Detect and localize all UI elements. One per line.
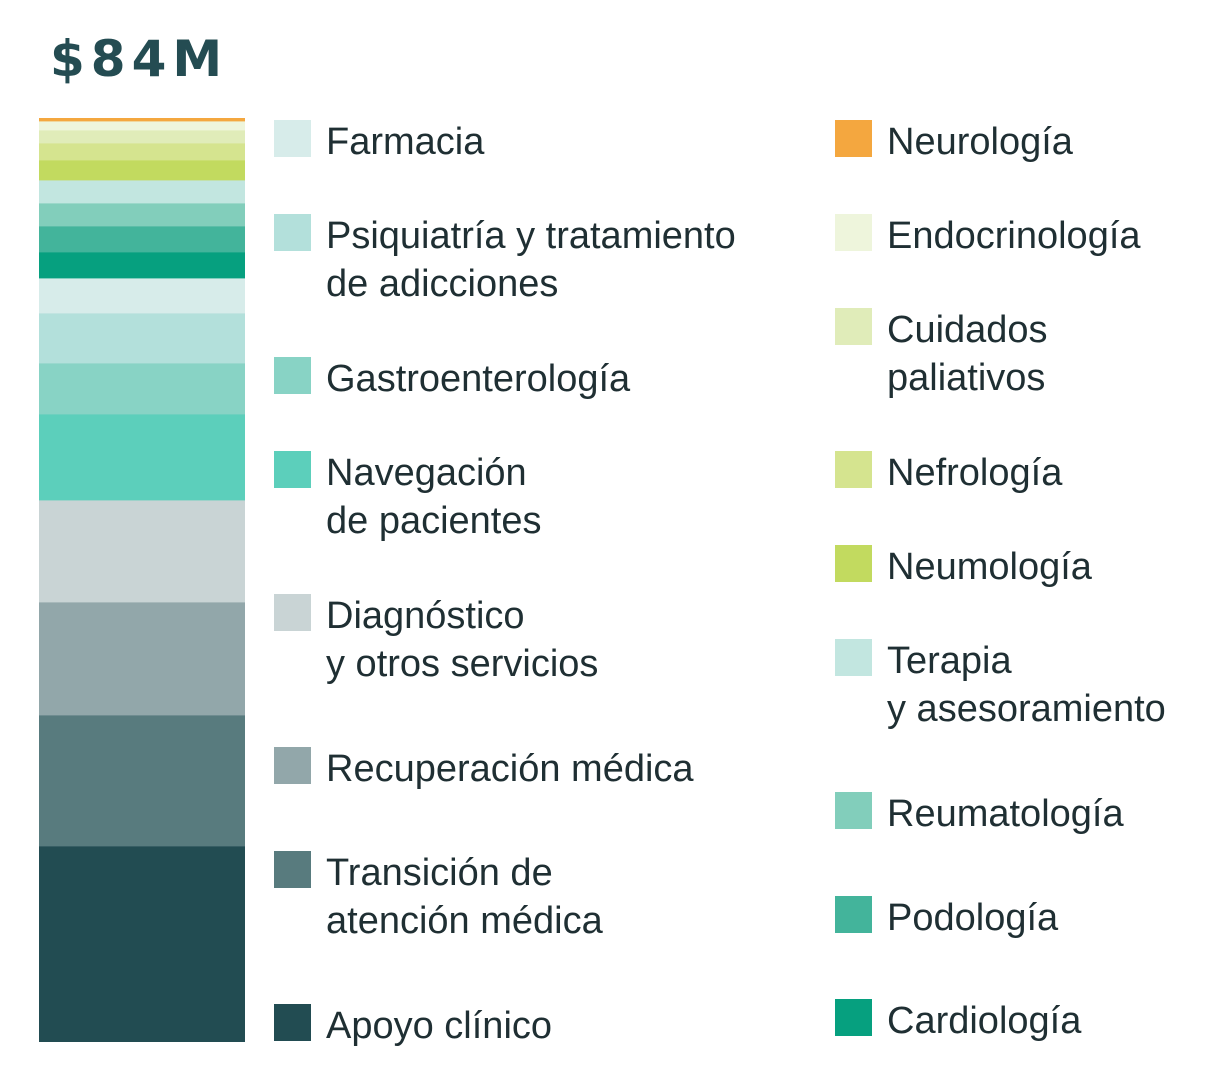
legend-label: Apoyo clínico [326, 1005, 553, 1047]
legend-item-right-4: Neumología [835, 543, 1092, 591]
legend-label: Gastroenterología [326, 358, 631, 400]
bar-segment-4 [39, 414, 245, 501]
legend-label: Cuidados paliativos [887, 309, 1048, 399]
legend-swatch [274, 120, 311, 157]
bar-segment-13 [39, 143, 245, 161]
bar-segment-11 [39, 180, 245, 204]
legend-swatch [274, 214, 311, 251]
bar-segment-3 [39, 500, 245, 603]
legend-swatch [835, 451, 872, 488]
legend-label: Neurología [887, 121, 1073, 163]
legend-swatch [835, 896, 872, 933]
legend-swatch [274, 1004, 311, 1041]
bar-segment-6 [39, 313, 245, 364]
total-amount: $84M [50, 30, 229, 88]
legend-swatch [835, 545, 872, 582]
legend-item-left-7: Apoyo clínico [274, 1002, 552, 1050]
legend-item-left-3: Navegación de pacientes [274, 449, 542, 545]
bar-segment-8 [39, 252, 245, 279]
legend-label: Psiquiatría y tratamiento de adicciones [326, 215, 736, 305]
legend-item-right-6: Reumatología [835, 790, 1124, 838]
legend-label: Transición de atención médica [326, 852, 603, 942]
legend-item-right-5: Terapia y asesoramiento [835, 637, 1166, 733]
legend-label: Endocrinología [887, 215, 1141, 257]
bar-segment-9 [39, 226, 245, 253]
legend-swatch [835, 308, 872, 345]
bar-segment-1 [39, 715, 245, 847]
legend-item-right-0: Neurología [835, 118, 1073, 166]
legend-swatch [835, 999, 872, 1036]
bar-segment-7 [39, 278, 245, 314]
bar-segment-15 [39, 121, 245, 131]
legend-label: Navegación de pacientes [326, 452, 542, 542]
bar-segment-14 [39, 130, 245, 144]
bar-segment-10 [39, 203, 245, 227]
legend-label: Nefrología [887, 452, 1063, 494]
legend-label: Farmacia [326, 121, 485, 163]
legend-item-left-0: Farmacia [274, 118, 484, 166]
stacked-bar [39, 118, 245, 1042]
legend-swatch [835, 639, 872, 676]
legend-label: Diagnóstico y otros servicios [326, 595, 599, 685]
legend-item-left-5: Recuperación médica [274, 745, 694, 793]
legend-swatch [835, 214, 872, 251]
legend-item-right-8: Cardiología [835, 997, 1081, 1045]
legend-label: Recuperación médica [326, 748, 694, 790]
legend-swatch [835, 792, 872, 829]
legend-label: Cardiología [887, 1000, 1082, 1042]
legend-item-right-3: Nefrología [835, 449, 1062, 497]
legend-swatch [274, 357, 311, 394]
legend-label: Reumatología [887, 793, 1124, 835]
legend-label: Terapia y asesoramiento [887, 640, 1166, 730]
legend-swatch [274, 747, 311, 784]
legend-swatch [274, 451, 311, 488]
bar-segment-16 [39, 118, 245, 122]
legend-item-right-7: Podología [835, 894, 1058, 942]
legend-item-left-1: Psiquiatría y tratamiento de adicciones [274, 212, 736, 308]
legend-swatch [835, 120, 872, 157]
bar-segment-2 [39, 602, 245, 716]
legend-item-right-1: Endocrinología [835, 212, 1141, 260]
legend-item-left-2: Gastroenterología [274, 355, 630, 403]
legend-label: Neumología [887, 546, 1092, 588]
legend-swatch [274, 851, 311, 888]
legend-item-left-4: Diagnóstico y otros servicios [274, 592, 598, 688]
bar-segment-12 [39, 160, 245, 181]
legend-label: Podología [887, 897, 1059, 939]
bar-segment-0 [39, 846, 245, 1042]
bar-segment-5 [39, 363, 245, 415]
legend-swatch [274, 594, 311, 631]
legend-item-right-2: Cuidados paliativos [835, 306, 1048, 402]
legend-item-left-6: Transición de atención médica [274, 849, 603, 945]
